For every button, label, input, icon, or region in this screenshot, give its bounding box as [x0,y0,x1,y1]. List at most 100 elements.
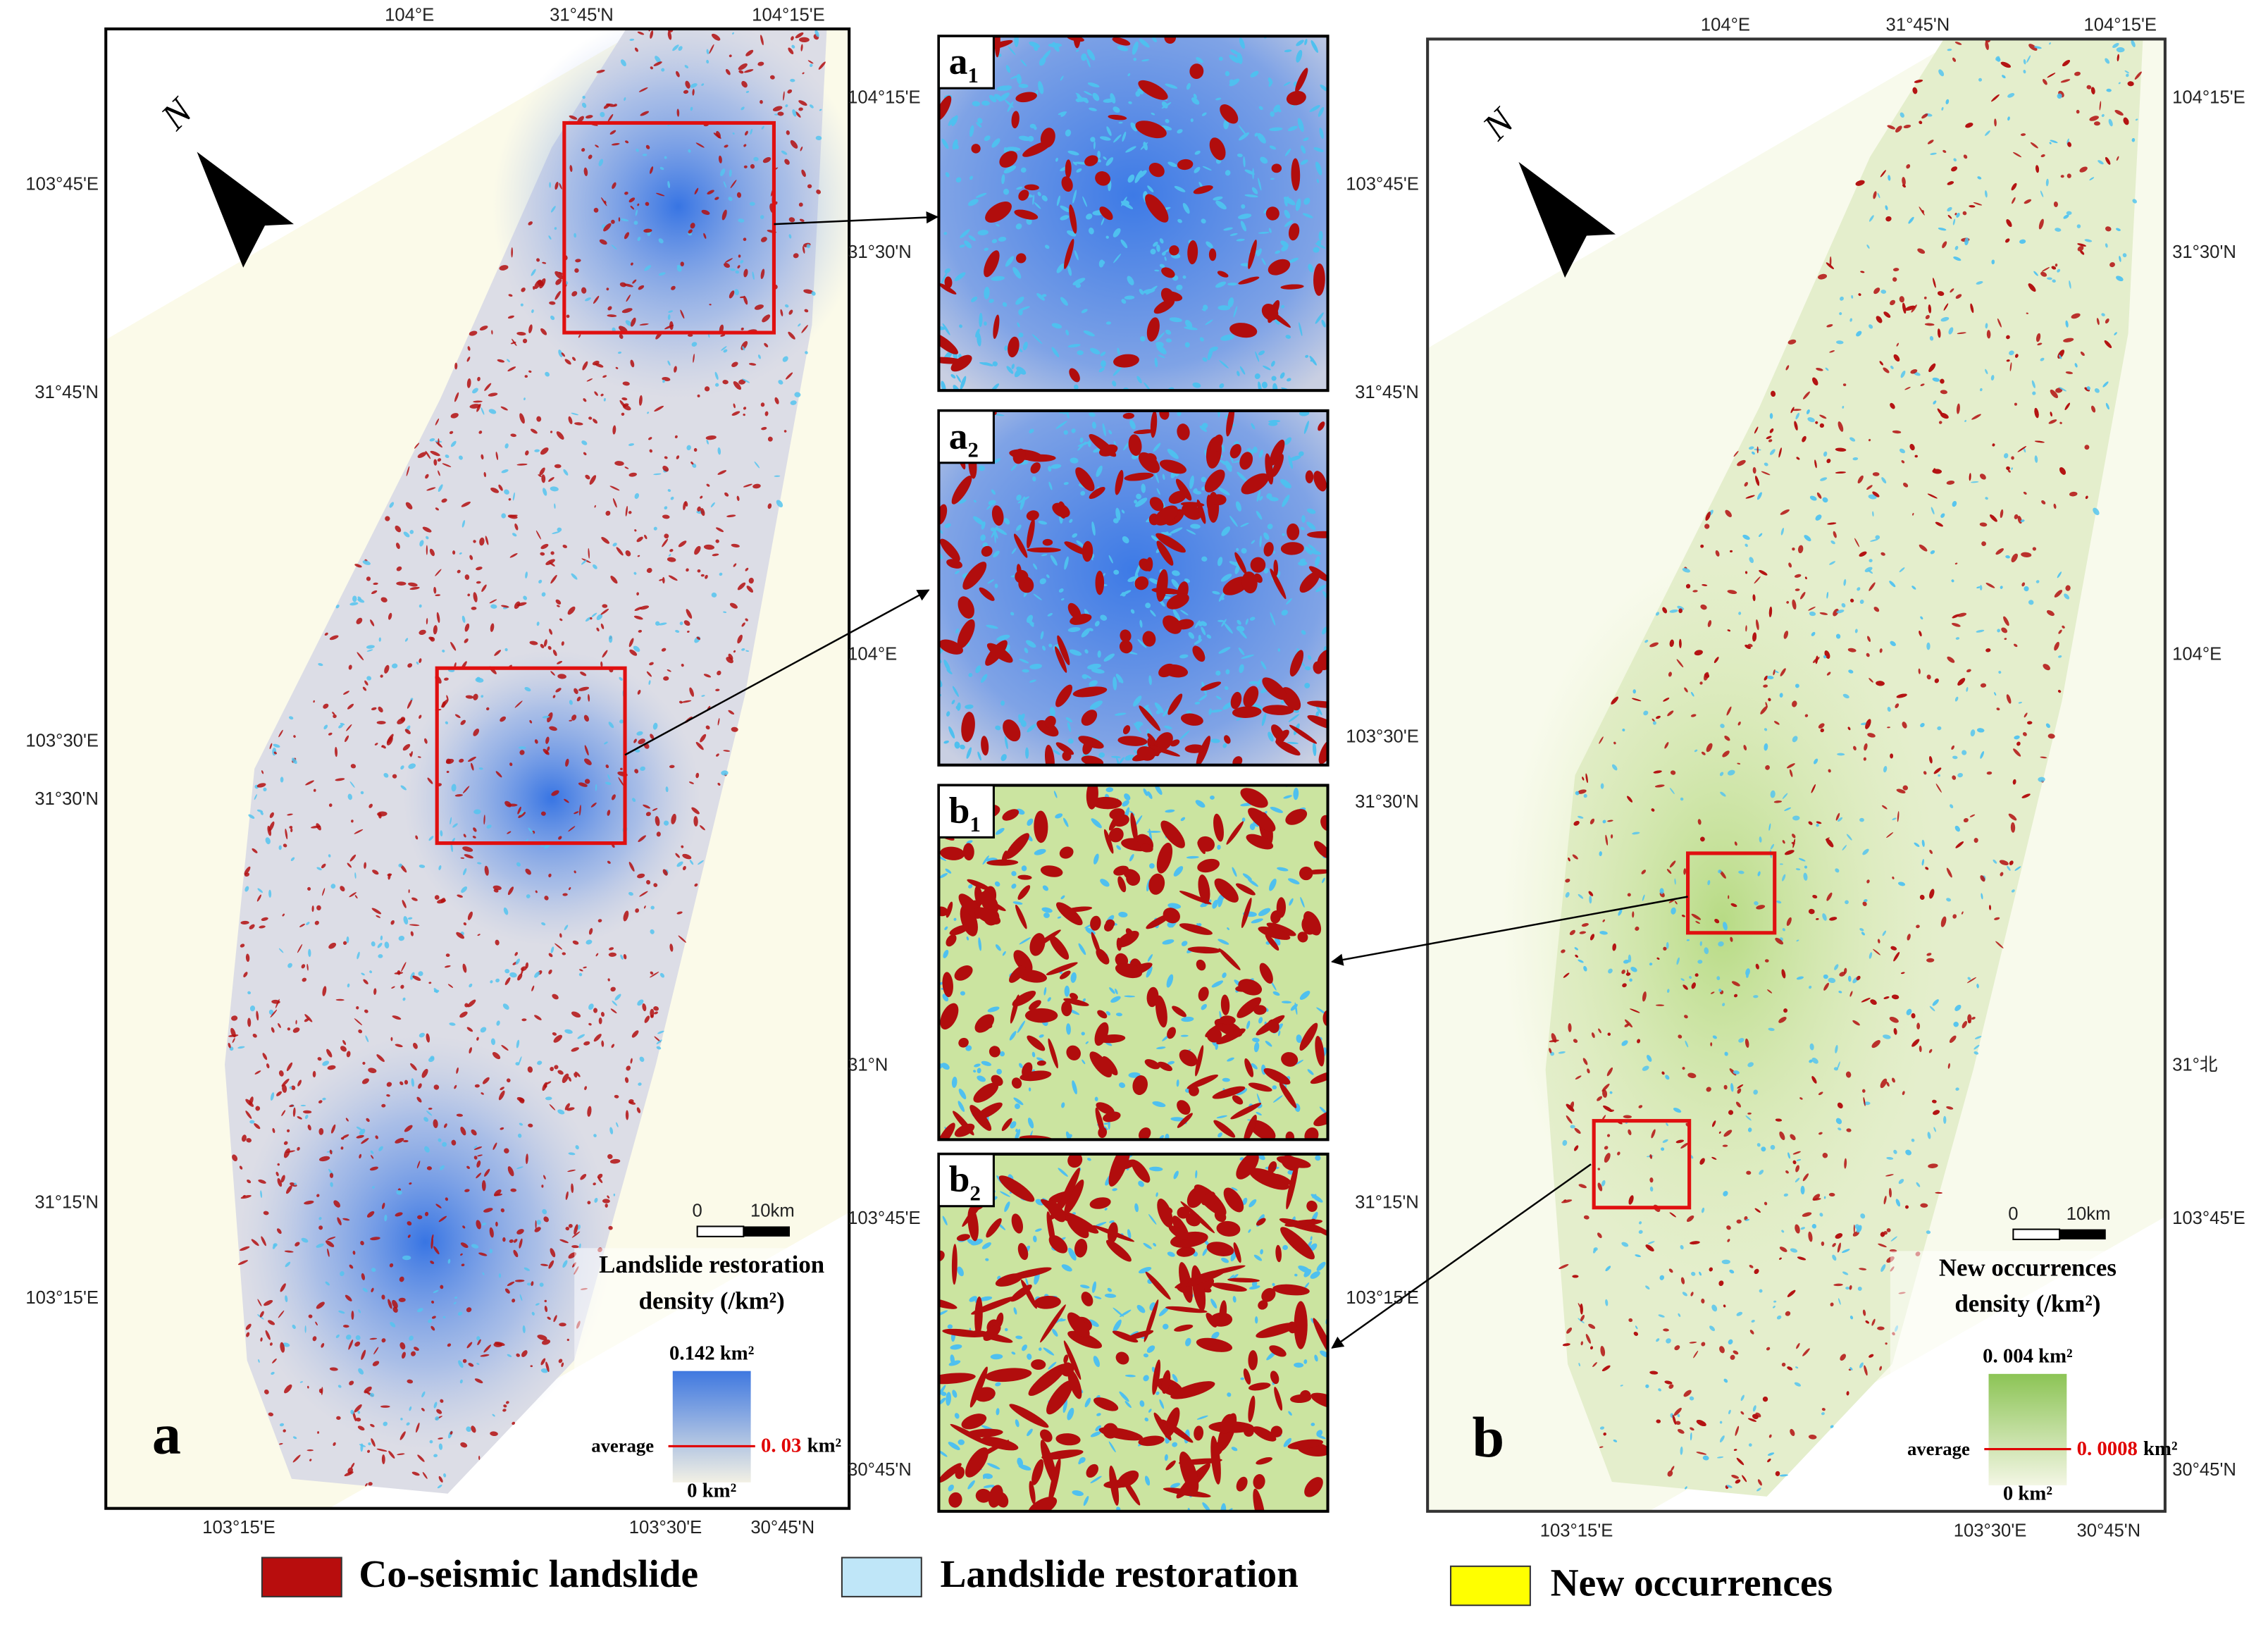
landslide-speck [329,1367,338,1371]
landslide-speck [655,192,665,197]
landslide-speck [559,1323,566,1327]
restoration-speck [1782,793,1788,799]
landslide-speck [1888,1187,1892,1198]
restoration-patch [1082,196,1087,207]
landslide-speck [2005,238,2010,243]
landslide-speck [540,643,545,648]
landslide-speck [1916,924,1920,929]
restoration-speck [1759,1170,1764,1175]
landslide-speck [1818,1091,1823,1096]
restoration-speck [370,1150,374,1154]
landslide-speck [801,325,808,333]
landslide-speck [1572,854,1578,860]
restoration-patch [1227,283,1238,286]
landslide-speck [1811,784,1816,793]
restoration-speck [2102,381,2109,388]
restoration-speck [515,1062,520,1066]
landslide-speck [281,1078,290,1087]
restoration-speck [778,380,783,385]
landslide-speck [378,706,383,713]
landslide-speck [610,1008,617,1014]
landslide-speck [1635,926,1640,931]
restoration-speck [2101,113,2105,117]
landslide-speck [314,920,319,925]
landslide-speck [635,908,640,913]
restoration-speck [1985,190,1988,198]
landslide-speck [507,1281,515,1287]
restoration-patch [1074,250,1079,261]
landslide-speck [689,687,694,697]
landslide-speck [308,1314,313,1318]
landslide-speck [491,330,493,335]
landslide-speck [1879,361,1883,366]
restoration-speck [659,972,665,978]
landslide-speck [415,835,419,840]
restoration-speck [1796,976,1804,980]
landslide-speck [508,294,513,297]
restoration-patch [1093,141,1096,150]
coord-label: 103°15'E [25,1288,99,1308]
restoration-speck [1738,870,1745,874]
landslide-speck [736,192,742,198]
landslide-speck [342,1218,350,1221]
restoration-patch [1213,196,1223,201]
landslide-speck [549,629,552,635]
restoration-speck [2049,142,2052,144]
landslide-speck [1992,443,1995,447]
restoration-speck [562,1260,568,1268]
restoration-patch [1229,78,1240,87]
landslide-speck [568,1077,571,1082]
restoration-speck [1745,543,1748,548]
restoration-patch [1272,383,1278,391]
landslide-speck [716,527,724,533]
landslide-speck [1995,941,2004,948]
landslide-speck [551,790,559,796]
landslide-speck [597,919,602,923]
landslide-speck [543,1084,547,1088]
restoration-patch [1237,52,1243,64]
landslide-speck [1745,571,1748,574]
landslide-speck [663,676,669,681]
landslide-speck [654,405,664,412]
landslide-speck [548,1260,554,1269]
landslide-speck [504,977,511,986]
restoration-speck [1796,1159,1802,1161]
landslide-speck [623,953,627,960]
restoration-speck [335,605,340,609]
restoration-speck [2018,702,2022,704]
restoration-patch [1045,245,1050,249]
landslide-speck [621,412,625,416]
restoration-speck [1795,1366,1799,1369]
landslide-speck [543,1175,546,1180]
landslide-speck [643,804,651,809]
landslide-speck [1736,1457,1745,1466]
landslide-speck [417,1454,425,1462]
landslide-speck [1794,574,1802,578]
restoration-speck [304,1115,309,1120]
landslide-speck [625,550,631,557]
landslide-speck [643,905,646,909]
restoration-speck [440,1165,445,1170]
landslide-speck [650,971,654,975]
landslide-speck [688,229,693,234]
landslide-speck [630,317,636,327]
landslide-speck [411,1471,420,1476]
restoration-speck [1849,318,1853,322]
north-arrow [1518,161,1616,278]
landslide-speck [463,922,467,926]
landslide-speck [1902,1091,1905,1096]
restoration-speck [1952,218,1956,225]
restoration-speck [1811,1058,1818,1064]
restoration-speck [1644,639,1649,643]
landslide-speck [578,686,590,691]
restoration-patch [1223,120,1229,130]
landslide-speck [1893,354,1900,362]
landslide-speck [1923,296,1927,299]
landslide-speck [568,416,573,424]
landslide-speck [316,1194,320,1197]
restoration-speck [356,1126,363,1131]
restoration-speck [1611,764,1618,771]
landslide-speck [1986,330,1991,339]
landslide-speck [1829,256,1832,267]
landslide-speck [571,1245,579,1249]
